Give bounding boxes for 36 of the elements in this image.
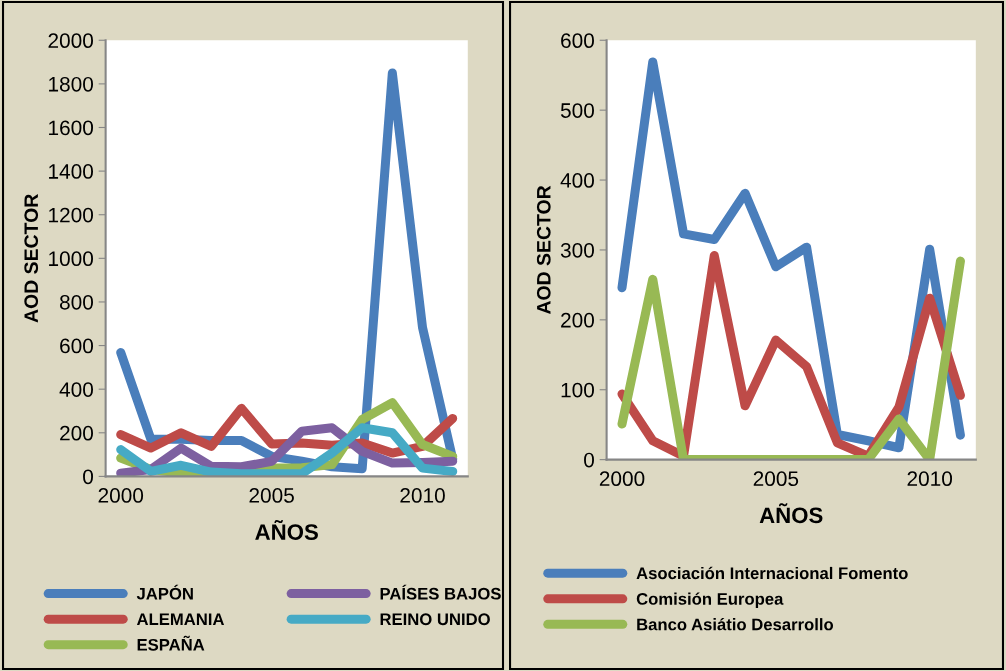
- y-tick-label: 1400: [49, 164, 94, 179]
- legend-label: ESPAÑA: [137, 635, 205, 651]
- y-tick-label: 1800: [49, 76, 94, 92]
- y-tick-label: 500: [560, 103, 594, 118]
- y-tick-label: 600: [60, 338, 94, 354]
- y-tick-label: 0: [83, 469, 94, 485]
- y-tick-label: 300: [560, 242, 594, 258]
- legend-label: PAÍSES BAJOS: [380, 584, 501, 600]
- x-tick-label: 2010: [907, 471, 953, 487]
- y-tick-label: 400: [59, 382, 94, 397]
- y-tick-label: 600: [561, 33, 594, 49]
- y-tick-label: 0: [584, 452, 594, 468]
- legend-label: Comisión Europea: [636, 592, 784, 609]
- y-tick-label: 400: [560, 173, 594, 188]
- y-tick-label: 100: [561, 382, 594, 398]
- x-tick-label: 2000: [98, 488, 144, 503]
- y-tick-label: 800: [59, 294, 94, 310]
- legend-label: Asociación Internacional Fomento: [636, 566, 908, 580]
- y-axis-title: AOD SECTOR: [24, 194, 39, 323]
- y-tick-label: 200: [60, 425, 94, 441]
- y-axis-title: AOD SECTOR: [536, 185, 551, 315]
- legend-label: Banco Asiátio Desarrollo: [637, 617, 834, 631]
- y-tick-label: 1600: [49, 120, 94, 136]
- legend-label: REINO UNIDO: [380, 613, 490, 626]
- y-tick-label: 1200: [49, 207, 94, 223]
- x-tick-label: 2005: [249, 488, 294, 503]
- y-tick-label: 200: [561, 312, 594, 328]
- x-axis-title: AÑOS: [759, 503, 823, 524]
- x-tick-label: 2010: [400, 488, 445, 503]
- y-tick-label: 1000: [49, 251, 94, 267]
- legend-label: ALEMANIA: [136, 613, 225, 625]
- y-tick-label: 2000: [48, 33, 94, 49]
- x-tick-label: 2000: [599, 471, 645, 487]
- x-axis-title: AÑOS: [255, 519, 318, 540]
- legend-label: JAPÓN: [136, 584, 193, 600]
- x-tick-label: 2005: [753, 471, 799, 487]
